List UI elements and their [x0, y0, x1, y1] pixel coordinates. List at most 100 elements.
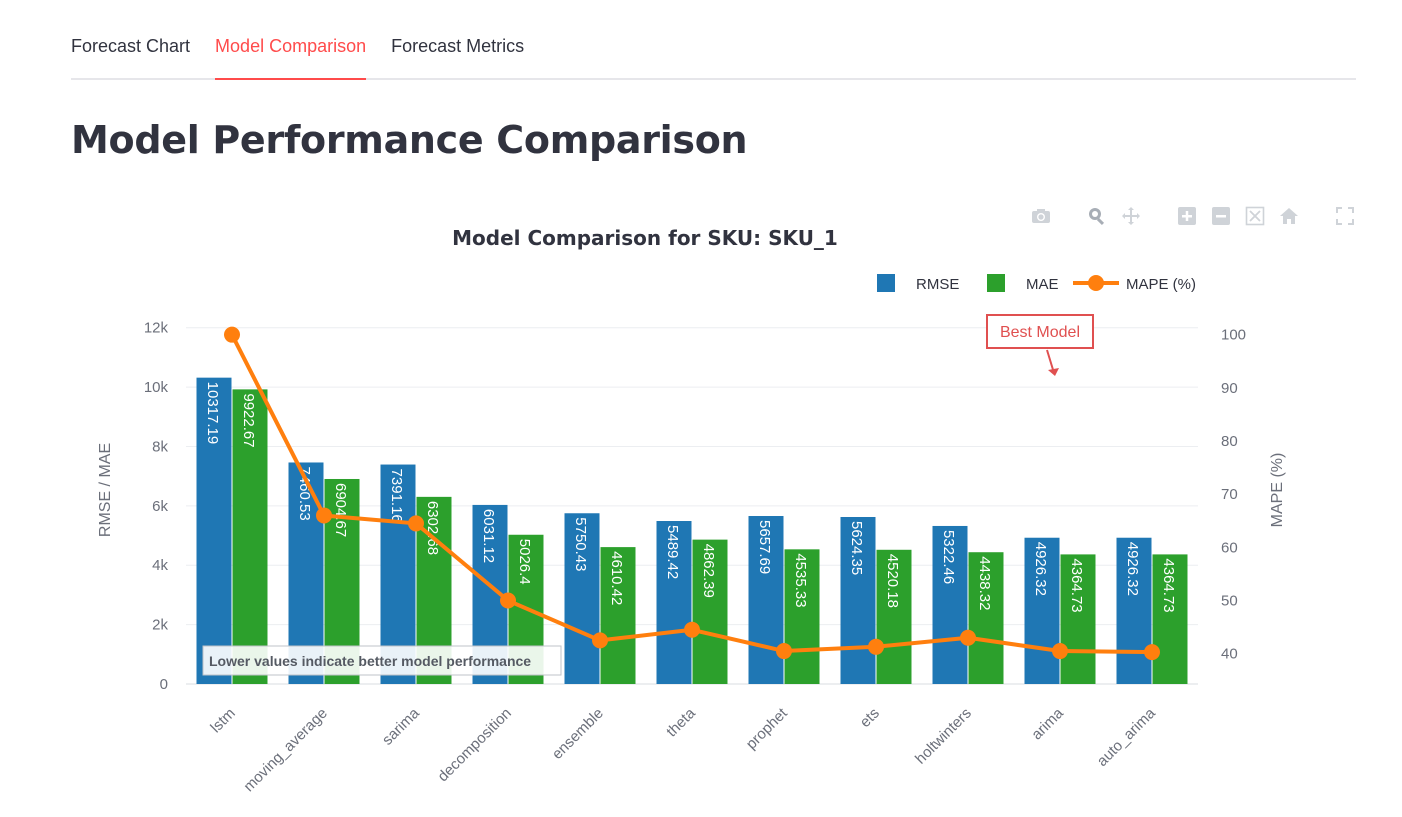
- bar-data-label: 4926.32: [1124, 542, 1141, 596]
- legend-swatch-rmse: [877, 274, 895, 292]
- bar-data-label: 6031.12: [480, 509, 497, 563]
- mape-point: [868, 638, 884, 655]
- bar-data-label: 6302.68: [424, 501, 441, 555]
- legend-label-rmse: RMSE: [916, 276, 959, 293]
- note-box: [202, 645, 562, 676]
- zoom-in-icon[interactable]: [1176, 205, 1198, 227]
- bar-series: 10317.19 9922.67 7460.53 6904.67 7391.16 6302…: [196, 377, 1188, 684]
- bar-data-label: 4862.39: [700, 544, 717, 598]
- tab-list: Forecast Chart Model Comparison Forecast…: [71, 28, 1356, 80]
- y2-tick-label: 60: [1221, 539, 1238, 556]
- rmse-bar: [1024, 537, 1060, 684]
- mape-point: [316, 507, 332, 524]
- x-tick-label: holtwinters: [912, 705, 975, 768]
- bar-data-label: 10317.19: [204, 382, 221, 445]
- bar-data-label: 7391.16: [388, 469, 405, 523]
- rmse-bar: [1116, 537, 1152, 684]
- bar-data-label: 9922.67: [240, 393, 257, 447]
- y-tick-label: 0: [160, 676, 168, 693]
- mape-point: [224, 326, 240, 343]
- model-comparison-chart: 10317.19 9922.67 7460.53 6904.67 7391.16 6302…: [71, 195, 1356, 805]
- chart-title: Model Comparison for SKU: SKU_1: [452, 226, 838, 250]
- bar-data-label: 4438.32: [976, 556, 993, 610]
- bar-data-label: 5624.35: [848, 521, 865, 575]
- bar-data-label: 5322.46: [940, 530, 957, 584]
- annotations: Best Model Lower values indicate better m…: [202, 314, 1094, 676]
- y-tick-label: 12k: [144, 320, 169, 337]
- x-tick-label: arima: [1028, 704, 1067, 743]
- bar-data-label: 4520.18: [884, 554, 901, 608]
- zoom-icon[interactable]: [1086, 205, 1108, 227]
- y2-tick-label: 100: [1221, 327, 1246, 344]
- y-tick-label: 2k: [152, 617, 168, 634]
- bar-data-label: 4364.73: [1160, 558, 1177, 612]
- tab-bar: Forecast Chart Model Comparison Forecast…: [71, 28, 1356, 80]
- mae-bar: [1152, 554, 1188, 684]
- performance-note: Lower values indicate better model perfo…: [209, 653, 531, 669]
- mae-bar: [232, 389, 268, 684]
- pan-icon[interactable]: [1120, 205, 1142, 227]
- x-tick-label: moving_average: [240, 705, 330, 795]
- bar-data-label: 5657.69: [756, 520, 773, 574]
- mape-point: [408, 515, 424, 532]
- page-title: Model Performance Comparison: [71, 118, 748, 162]
- chart-svg: 10317.19 9922.67 7460.53 6904.67 7391.16 6302…: [97, 226, 1286, 795]
- legend: RMSE MAE MAPE (%): [877, 274, 1196, 293]
- y2-tick-label: 90: [1221, 380, 1238, 397]
- bar-data-label: 6904.67: [332, 483, 349, 537]
- y2-tick-label: 80: [1221, 433, 1238, 450]
- rmse-bar: [564, 513, 600, 684]
- mape-point: [960, 629, 976, 646]
- autoscale-icon[interactable]: [1244, 205, 1266, 227]
- tab-model-comparison[interactable]: Model Comparison: [215, 28, 367, 80]
- camera-icon[interactable]: [1030, 205, 1052, 227]
- rmse-bar: [748, 516, 784, 684]
- best-model-annotation: Best Model: [1000, 324, 1080, 341]
- mape-point: [592, 632, 608, 649]
- y-axis-title: RMSE / MAE: [97, 443, 114, 537]
- y-tick-label: 6k: [152, 498, 168, 515]
- mape-line-series: [224, 326, 1160, 661]
- x-tick-label: sarima: [379, 704, 423, 748]
- mae-bar: [600, 547, 636, 684]
- mae-bar: [968, 552, 1004, 684]
- reset-axes-icon[interactable]: [1278, 205, 1300, 227]
- tab-forecast-chart[interactable]: Forecast Chart: [71, 36, 191, 56]
- x-tick-label: auto_arima: [1094, 704, 1160, 770]
- y-tick-label: 10k: [144, 379, 169, 396]
- zoom-out-icon[interactable]: [1210, 205, 1232, 227]
- bar-data-label: 5489.42: [664, 525, 681, 579]
- legend-marker-mape: [1088, 275, 1104, 291]
- y-tick-label: 4k: [152, 557, 168, 574]
- x-tick-label: decomposition: [434, 705, 514, 785]
- tab-forecast-metrics[interactable]: Forecast Metrics: [391, 36, 525, 56]
- bar-data-label: 7460.53: [296, 466, 313, 520]
- bar-data-label: 5026.4: [516, 539, 533, 585]
- y2-tick-label: 70: [1221, 486, 1238, 503]
- x-tick-label: prophet: [743, 704, 792, 753]
- bar-data-label: 5750.43: [572, 517, 589, 571]
- x-tick-label: lstm: [207, 705, 238, 736]
- bar-data-label: 4610.42: [608, 551, 625, 605]
- mae-bar: [784, 549, 820, 684]
- rmse-bar: [656, 521, 692, 684]
- y-tick-label: 8k: [152, 438, 168, 455]
- bar-data-label: 4926.32: [1032, 542, 1049, 596]
- rmse-bar: [840, 517, 876, 684]
- y2-tick-label: 40: [1221, 646, 1238, 663]
- rmse-bar: [932, 525, 968, 684]
- chart-modebar: [1030, 205, 1356, 227]
- mape-point: [1144, 644, 1160, 661]
- mape-point: [1052, 643, 1068, 660]
- mape-point: [500, 592, 516, 609]
- mae-bar: [692, 539, 728, 684]
- mape-point: [684, 621, 700, 638]
- fullscreen-icon[interactable]: [1334, 205, 1356, 227]
- mape-point: [776, 643, 792, 660]
- best-model-box: [986, 314, 1094, 349]
- x-tick-label: ets: [857, 705, 883, 731]
- rmse-bar: [196, 377, 232, 684]
- x-tick-label: ensemble: [549, 705, 607, 763]
- best-model-arrowhead: [1048, 368, 1059, 376]
- bar-data-label: 4535.33: [792, 553, 809, 607]
